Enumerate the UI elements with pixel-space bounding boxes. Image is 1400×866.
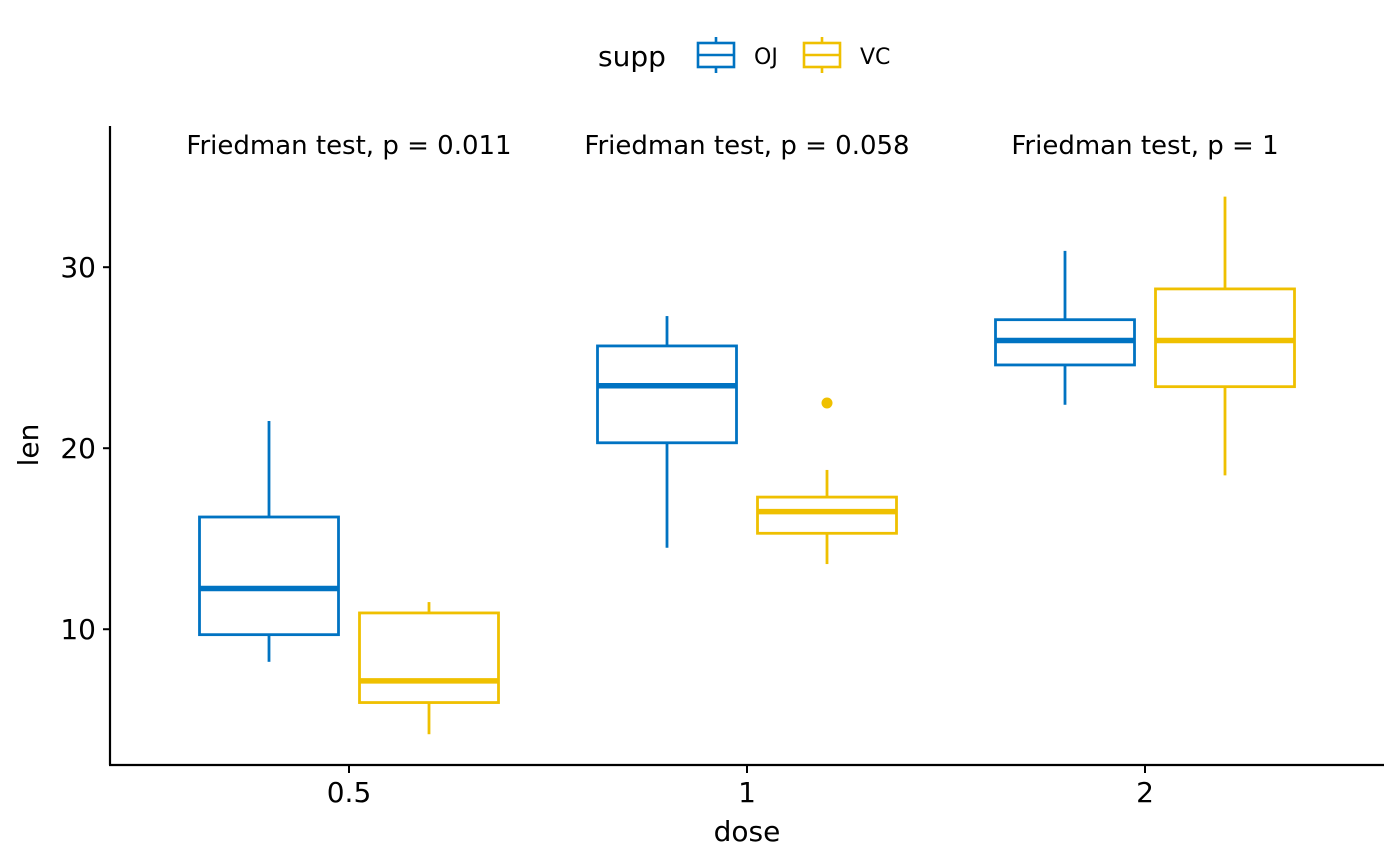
box-VC-0.5 [358, 602, 500, 735]
x-tick-label: 1 [738, 776, 756, 809]
legend-label: VC [860, 45, 890, 70]
legend-item-OJ: OJ [696, 37, 778, 73]
box-iqr [596, 344, 738, 445]
plot-area [198, 196, 1296, 735]
friedman-annotation: Friedman test, p = 0.011 [186, 131, 511, 161]
test-annotations: Friedman test, p = 0.011 Friedman test, p… [186, 131, 1278, 161]
box-VC-1 [756, 397, 898, 565]
box-iqr [756, 495, 898, 535]
box-OJ-1 [596, 316, 738, 548]
friedman-annotation: Friedman test, p = 1 [1011, 131, 1278, 161]
box-iqr [358, 611, 500, 704]
x-tick-label: 2 [1136, 776, 1154, 809]
axes: dose len 10 20 30 0.5 1 2 [12, 126, 1384, 848]
legend-title: supp [598, 40, 666, 73]
legend-label: OJ [754, 45, 778, 70]
box-iqr [198, 515, 340, 637]
x-tick-label: 0.5 [327, 776, 372, 809]
legend: supp OJ VC [598, 37, 890, 73]
x-axis-title: dose [714, 815, 781, 848]
box-VC-2 [1154, 196, 1296, 476]
y-tick-label: 30 [60, 251, 96, 284]
y-tick-label: 10 [60, 613, 96, 646]
box-OJ-2 [994, 250, 1136, 405]
outlier-point [821, 397, 833, 409]
box-OJ-0.5 [198, 421, 340, 662]
y-tick-label: 20 [60, 432, 96, 465]
friedman-annotation: Friedman test, p = 0.058 [584, 131, 909, 161]
y-axis-title: len [12, 424, 45, 467]
legend-item-VC: VC [802, 37, 890, 73]
